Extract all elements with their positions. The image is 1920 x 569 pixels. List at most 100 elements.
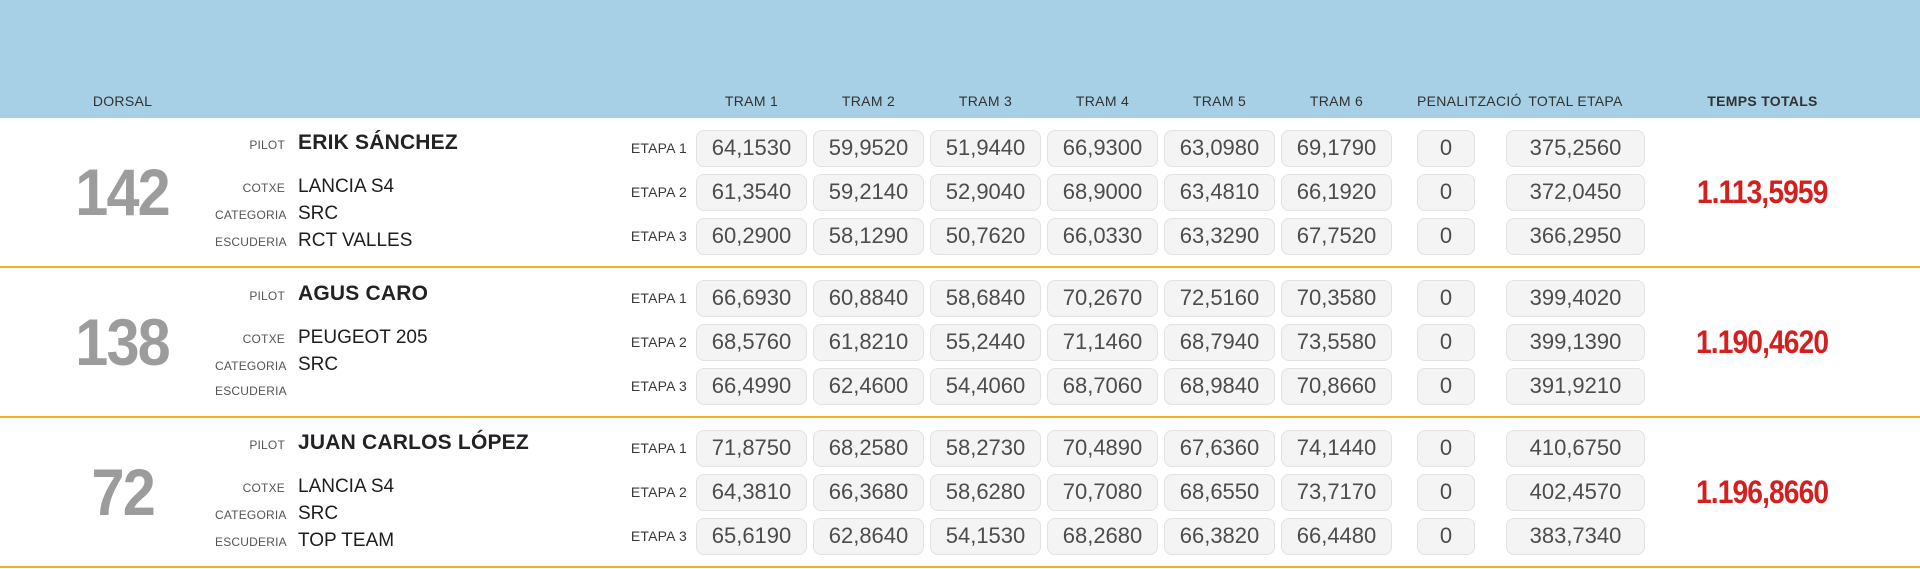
tram-time-cell[interactable]: 68,9840 [1164, 367, 1275, 405]
car-row: COTXE LANCIA S4 [215, 174, 560, 201]
tram-time-cell[interactable]: 54,1530 [930, 517, 1041, 555]
tram-time-cell[interactable]: 62,4600 [813, 367, 924, 405]
tram-time-cell[interactable]: 70,2670 [1047, 279, 1158, 317]
tram-time-cell[interactable]: 61,8210 [813, 323, 924, 361]
tram-cells: 68,5760 61,8210 55,2440 71,1460 68,7940 73,55… [696, 323, 1392, 361]
tram-time-cell[interactable]: 68,5760 [696, 323, 807, 361]
table-header: DORSAL TRAM 1 TRAM 2 TRAM 3 TRAM 4 TRAM 5 TRA… [0, 0, 1920, 118]
tram-time-cell[interactable]: 64,3810 [696, 473, 807, 511]
penalty-cell[interactable]: 0 [1417, 323, 1475, 361]
tram-time-cell[interactable]: 63,0980 [1164, 129, 1275, 167]
team-row: ESCUDERIA RCT VALLES [215, 228, 560, 255]
car-value: LANCIA S4 [298, 475, 395, 497]
tram-cells: 66,6930 60,8840 58,6840 70,2670 72,5160 70,35… [696, 279, 1392, 317]
tram-time-cell[interactable]: 74,1440 [1281, 429, 1392, 467]
tram-time-cell[interactable]: 73,5580 [1281, 323, 1392, 361]
tram-time-cell[interactable]: 66,4990 [696, 367, 807, 405]
stage-row: ETAPA 3 66,4990 62,4600 54,4060 68,7060 68,9… [560, 364, 1645, 408]
tram-time-cell[interactable]: 65,6190 [696, 517, 807, 555]
stage-label: ETAPA 3 [630, 528, 687, 544]
pilot-label: PILOT [249, 288, 285, 303]
tram-time-cell[interactable]: 58,6840 [930, 279, 1041, 317]
car-value: PEUGEOT 205 [298, 326, 428, 348]
pilot-label: PILOT [249, 437, 285, 452]
tram-time-cell[interactable]: 71,8750 [696, 429, 807, 467]
penalty-cell[interactable]: 0 [1417, 429, 1475, 467]
tram-time-cell[interactable]: 69,1790 [1281, 129, 1392, 167]
tram-time-cell[interactable]: 67,6360 [1164, 429, 1275, 467]
tram-cells: 66,4990 62,4600 54,4060 68,7060 68,9840 70,86… [696, 367, 1392, 405]
penalty-cell[interactable]: 0 [1417, 279, 1475, 317]
tram-time-cell[interactable]: 70,7080 [1047, 473, 1158, 511]
tram-time-cell[interactable]: 61,3540 [696, 173, 807, 211]
competitor-row: 72 PILOT JUAN CARLOS LÓPEZ COTXE LANCIA … [0, 418, 1920, 568]
stage-total-cell[interactable]: 402,4570 [1506, 473, 1645, 511]
tram-time-cell[interactable]: 70,8660 [1281, 367, 1392, 405]
team-label: ESCUDERIA [215, 534, 287, 549]
tram-time-cell[interactable]: 52,9040 [930, 173, 1041, 211]
stage-total-cell[interactable]: 399,1390 [1506, 323, 1645, 361]
tram-time-cell[interactable]: 63,4810 [1164, 173, 1275, 211]
stage-total-header-label: TOTAL ETAPA [1528, 93, 1623, 109]
tram-time-cell[interactable]: 66,3820 [1164, 517, 1275, 555]
penalty-cell[interactable]: 0 [1417, 217, 1475, 255]
stage-total-cell[interactable]: 372,0450 [1506, 173, 1645, 211]
tram-time-cell[interactable]: 68,2580 [813, 429, 924, 467]
tram-time-cell[interactable]: 51,9440 [930, 129, 1041, 167]
penalty-cell[interactable]: 0 [1417, 517, 1475, 555]
tram-time-cell[interactable]: 66,4480 [1281, 517, 1392, 555]
category-label: CATEGORIA [215, 207, 287, 222]
stage-label: ETAPA 1 [630, 290, 687, 306]
tram-time-cell[interactable]: 68,7940 [1164, 323, 1275, 361]
tram-time-cell[interactable]: 73,7170 [1281, 473, 1392, 511]
penalty-cell[interactable]: 0 [1417, 473, 1475, 511]
tram-time-cell[interactable]: 60,2900 [696, 217, 807, 255]
pilot-row: PILOT ERIK SÁNCHEZ [215, 130, 560, 158]
tram-time-cell[interactable]: 66,3680 [813, 473, 924, 511]
tram-time-cell[interactable]: 68,7060 [1047, 367, 1158, 405]
stage-total-cell[interactable]: 399,4020 [1506, 279, 1645, 317]
tram-time-cell[interactable]: 66,0330 [1047, 217, 1158, 255]
stage-total-cell[interactable]: 383,7340 [1506, 517, 1645, 555]
tram-time-cell[interactable]: 62,8640 [813, 517, 924, 555]
tram-time-cell[interactable]: 66,6930 [696, 279, 807, 317]
tram-time-cell[interactable]: 60,8840 [813, 279, 924, 317]
pilot-name: AGUS CARO [298, 281, 429, 305]
tram-time-cell[interactable]: 55,2440 [930, 323, 1041, 361]
stage-label: ETAPA 3 [630, 228, 687, 244]
penalty-cell[interactable]: 0 [1417, 367, 1475, 405]
tram-time-cell[interactable]: 58,1290 [813, 217, 924, 255]
stage-rows: ETAPA 1 64,1530 59,9520 51,9440 66,9300 63,0… [560, 118, 1645, 266]
tram-time-cell[interactable]: 68,6550 [1164, 473, 1275, 511]
tram-time-cell[interactable]: 68,2680 [1047, 517, 1158, 555]
penalty-cell[interactable]: 0 [1417, 129, 1475, 167]
tram-time-cell[interactable]: 59,9520 [813, 129, 924, 167]
tram-time-cell[interactable]: 50,7620 [930, 217, 1041, 255]
team-label: ESCUDERIA [215, 234, 287, 249]
stage-total-cell[interactable]: 410,6750 [1506, 429, 1645, 467]
tram-time-cell[interactable]: 66,9300 [1047, 129, 1158, 167]
tram-time-cell[interactable]: 67,7520 [1281, 217, 1392, 255]
tram-time-cell[interactable]: 70,3580 [1281, 279, 1392, 317]
penalty-cell[interactable]: 0 [1417, 173, 1475, 211]
tram-time-cell[interactable]: 66,1920 [1281, 173, 1392, 211]
stage-total-cell[interactable]: 366,2950 [1506, 217, 1645, 255]
pilot-row: PILOT AGUS CARO [215, 281, 560, 309]
stage-total-cell[interactable]: 375,2560 [1506, 129, 1645, 167]
tram-time-cell[interactable]: 58,2730 [930, 429, 1041, 467]
tram-time-cell[interactable]: 68,9000 [1047, 173, 1158, 211]
tram-time-cell[interactable]: 59,2140 [813, 173, 924, 211]
stage-row: ETAPA 3 65,6190 62,8640 54,1530 68,2680 66,3… [560, 514, 1645, 558]
category-value: SRC [298, 353, 339, 375]
stage-row: ETAPA 1 71,8750 68,2580 58,2730 70,4890 67,6… [560, 426, 1645, 470]
dorsal-cell: 138 [0, 268, 215, 416]
tram-time-cell[interactable]: 70,4890 [1047, 429, 1158, 467]
tram-time-cell[interactable]: 64,1530 [696, 129, 807, 167]
tram-time-cell[interactable]: 72,5160 [1164, 279, 1275, 317]
tram-time-cell[interactable]: 71,1460 [1047, 323, 1158, 361]
tram-time-cell[interactable]: 58,6280 [930, 473, 1041, 511]
tram-header-row: TRAM 1 TRAM 2 TRAM 3 TRAM 4 TRAM 5 TRAM 6 [696, 93, 1392, 109]
tram-time-cell[interactable]: 54,4060 [930, 367, 1041, 405]
tram-time-cell[interactable]: 63,3290 [1164, 217, 1275, 255]
stage-total-cell[interactable]: 391,9210 [1506, 367, 1645, 405]
